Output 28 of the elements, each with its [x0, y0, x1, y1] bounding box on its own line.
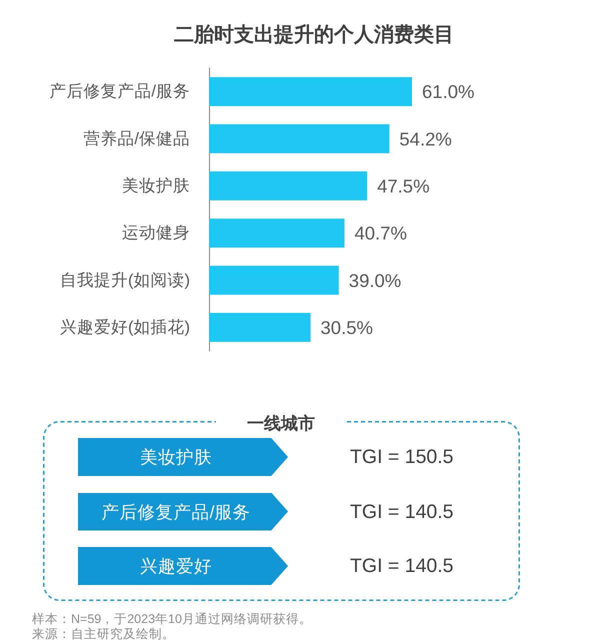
y-tick-label: 兴趣爱好(如插花) [60, 317, 190, 336]
bar [209, 218, 344, 248]
bar [209, 171, 368, 200]
data-label: 47.5% [377, 175, 430, 196]
bar [209, 312, 310, 342]
text: 一线城市 [247, 414, 315, 434]
bar [209, 124, 390, 154]
source-note: 来源：自主研究及绘制。 [32, 627, 175, 641]
category-label: 美妆护肤 [140, 446, 212, 468]
data-label: 54.2% [399, 128, 452, 150]
y-tick-label: 自我提升(如阅读) [60, 270, 190, 290]
bar [209, 266, 339, 295]
y-tick-label: 美妆护肤 [122, 176, 190, 195]
data-label: 39.0% [348, 270, 402, 291]
y-tick-label: 产后修复产品/服务 [49, 82, 190, 101]
data-label: 61.0% [422, 81, 474, 102]
text: 样本：N=59，于2023年10月通过网络调研获得。 [32, 612, 312, 626]
data-label: 30.5% [320, 316, 373, 338]
text: TGI = 140.5 [350, 500, 454, 522]
text: TGI = 150.5 [350, 446, 454, 468]
bar [209, 77, 412, 106]
y-tick-label: 营养品/保健品 [83, 128, 190, 148]
category-label: 产后修复产品/服务 [102, 500, 250, 522]
text: TGI = 140.5 [350, 555, 454, 577]
y-tick-label: 运动健身 [122, 224, 190, 242]
data-label: 40.7% [354, 222, 407, 244]
category-label: 兴趣爱好 [140, 555, 212, 577]
chart-title: 二胎时支出提升的个人消费类目 [174, 23, 454, 46]
